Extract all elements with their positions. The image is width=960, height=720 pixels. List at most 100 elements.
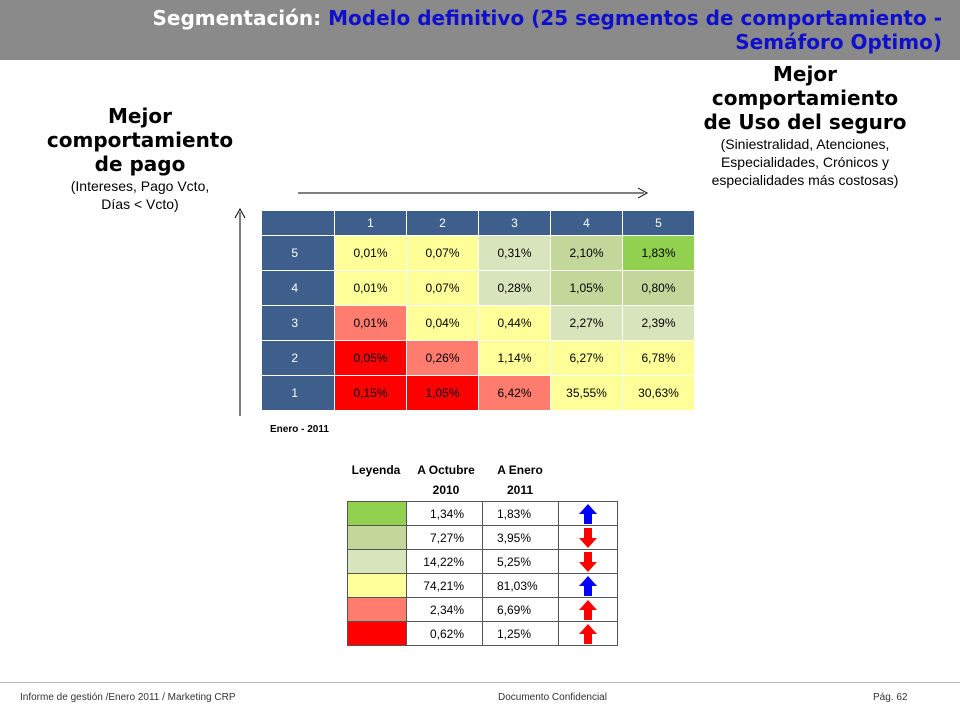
matrix-row-header: 5 [261,235,335,271]
footer-divider [0,682,960,683]
footer-page-number: Pág. 62 [873,692,908,703]
matrix-cell: 0,31% [478,235,551,271]
matrix-cell: 2,39% [622,305,695,341]
legend-swatch [347,621,407,646]
matrix-cell: 2,10% [550,235,623,271]
left-detail-line2: Días < Vcto) [101,196,179,212]
matrix-cell: 0,05% [334,340,407,376]
left-detail-line1: (Intereses, Pago Vcto, [70,178,210,194]
matrix-header-row: 1 2 3 4 5 [261,210,695,236]
legend-table: 1,34% 1,83% 7,27% 3,95% 14,22% 5,25% 74,… [347,501,618,646]
legend-january-value: 81,03% [482,573,559,598]
matrix-cell: 0,01% [334,270,407,306]
matrix-cell: 1,83% [622,235,695,271]
matrix-row-header: 2 [261,340,335,376]
legend-col2-line2: 2011 [506,483,534,497]
matrix-date-note: Enero - 2011 [270,424,329,435]
right-heading-line2: comportamiento [711,86,899,110]
right-heading-line3: de Uso del seguro [703,110,907,134]
right-detail-line3: especialidades más costosas) [711,172,899,188]
payment-behavior-heading: Mejor comportamiento de pago (Intereses,… [20,104,260,213]
legend-january-value: 1,83% [482,501,559,526]
matrix-cell: 6,27% [550,340,623,376]
legend-october-value: 1,34% [406,501,483,526]
matrix-row: 1 0,15% 1,05% 6,42% 35,55% 30,63% [261,375,695,411]
legend-october-value: 0,62% [406,621,483,646]
legend-col2-header: A Enero 2011 [482,463,558,497]
matrix-cell: 1,05% [550,270,623,306]
legend-october-value: 2,34% [406,597,483,622]
matrix-col-header: 1 [334,210,407,236]
matrix-cell: 6,78% [622,340,695,376]
vertical-arrow-head [234,207,246,219]
legend-swatch [347,597,407,622]
legend-col1-line1: A Octubre [417,463,475,477]
right-heading-line1: Mejor [773,62,837,86]
legend-january-value: 6,69% [482,597,559,622]
matrix-cell: 30,63% [622,375,695,411]
trend-up-arrow-icon [558,597,618,622]
matrix-cell: 1,14% [478,340,551,376]
matrix-cell: 0,01% [334,235,407,271]
legend-row: 74,21% 81,03% [347,573,618,598]
insurance-usage-heading: Mejor comportamiento de Uso del seguro (… [660,62,950,189]
matrix-row: 2 0,05% 0,26% 1,14% 6,27% 6,78% [261,340,695,376]
title-main: Modelo definitivo (25 segmentos de compo… [328,6,942,54]
trend-down-arrow-icon [558,525,618,550]
matrix-corner [261,210,335,236]
matrix-cell: 0,80% [622,270,695,306]
legend-swatch [347,573,407,598]
horizontal-arrow-head [637,187,649,199]
legend-col1-header: A Octubre 2010 [406,463,486,497]
matrix-col-header: 3 [478,210,551,236]
title-bar: Segmentación: Modelo definitivo (25 segm… [0,0,960,60]
matrix-col-header: 2 [406,210,479,236]
matrix-cell: 35,55% [550,375,623,411]
matrix-cell: 0,04% [406,305,479,341]
trend-up-arrow-icon [558,501,618,526]
legend-october-value: 74,21% [406,573,483,598]
trend-up-arrow-icon [558,621,618,646]
segment-matrix: 1 2 3 4 5 5 0,01% 0,07% 0,31% 2,10% 1,83… [261,210,695,411]
matrix-cell: 6,42% [478,375,551,411]
legend-row: 14,22% 5,25% [347,549,618,574]
left-heading-line3: de pago [94,152,186,176]
legend-swatch [347,549,407,574]
legend-row: 7,27% 3,95% [347,525,618,550]
matrix-row-header: 3 [261,305,335,341]
right-detail-line1: (Siniestralidad, Atenciones, [720,136,890,152]
legend-col1-line2: 2010 [432,483,460,497]
matrix-row: 3 0,01% 0,04% 0,44% 2,27% 2,39% [261,305,695,341]
legend-row: 1,34% 1,83% [347,501,618,526]
trend-down-arrow-icon [558,549,618,574]
trend-up-arrow-icon [558,573,618,598]
matrix-cell: 0,07% [406,270,479,306]
right-detail-line2: Especialidades, Crónicos y [720,154,890,170]
matrix-row-header: 1 [261,375,335,411]
page-title: Segmentación: Modelo definitivo (25 segm… [62,6,942,54]
footer-confidential: Documento Confidencial [498,692,607,703]
legend-swatch [347,525,407,550]
legend-row: 0,62% 1,25% [347,621,618,646]
matrix-cell: 0,26% [406,340,479,376]
matrix-row: 4 0,01% 0,07% 0,28% 1,05% 0,80% [261,270,695,306]
legend-january-value: 1,25% [482,621,559,646]
left-heading-line1: Mejor [108,104,172,128]
legend-title: Leyenda [351,463,401,477]
matrix-cell: 0,01% [334,305,407,341]
matrix-cell: 1,05% [406,375,479,411]
matrix-row: 5 0,01% 0,07% 0,31% 2,10% 1,83% [261,235,695,271]
legend-october-value: 7,27% [406,525,483,550]
matrix-col-header: 5 [622,210,695,236]
matrix-row-header: 4 [261,270,335,306]
matrix-cell: 0,07% [406,235,479,271]
legend-swatch [347,501,407,526]
footer-report-info: Informe de gestión /Enero 2011 / Marketi… [20,692,236,703]
legend-row: 2,34% 6,69% [347,597,618,622]
legend-january-value: 5,25% [482,549,559,574]
legend-october-value: 14,22% [406,549,483,574]
legend-col2-line1: A Enero [497,463,543,477]
matrix-cell: 0,28% [478,270,551,306]
legend-january-value: 3,95% [482,525,559,550]
